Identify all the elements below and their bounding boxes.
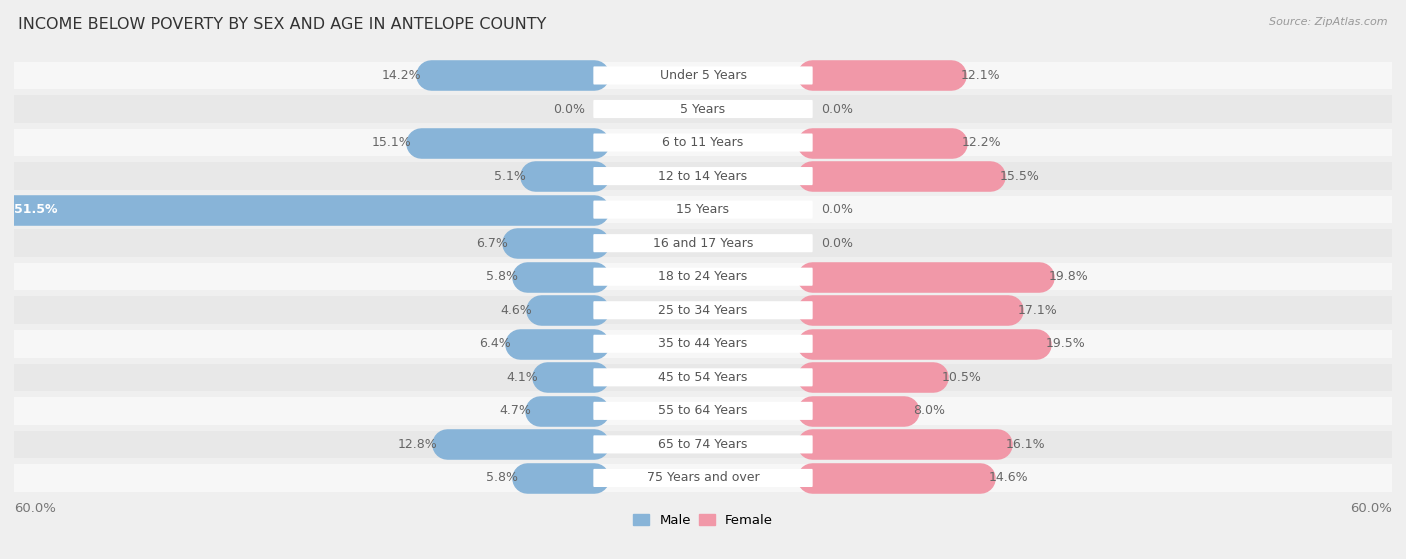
Text: 12.8%: 12.8%: [398, 438, 437, 451]
FancyBboxPatch shape: [593, 469, 813, 487]
Text: 55 to 64 Years: 55 to 64 Years: [658, 404, 748, 418]
FancyBboxPatch shape: [593, 134, 813, 151]
Text: 25 to 34 Years: 25 to 34 Years: [658, 304, 748, 317]
Text: 16 and 17 Years: 16 and 17 Years: [652, 236, 754, 250]
Text: 5.8%: 5.8%: [486, 270, 519, 283]
Text: 14.2%: 14.2%: [382, 69, 422, 82]
Text: 45 to 54 Years: 45 to 54 Years: [658, 371, 748, 384]
FancyBboxPatch shape: [593, 234, 813, 252]
Bar: [14, 95, 1392, 123]
Text: 19.8%: 19.8%: [1049, 270, 1088, 283]
FancyBboxPatch shape: [593, 100, 813, 118]
Bar: [14, 61, 1392, 89]
Text: 14.6%: 14.6%: [988, 471, 1029, 485]
Text: 5.1%: 5.1%: [495, 169, 526, 183]
Text: 0.0%: 0.0%: [821, 203, 853, 216]
FancyBboxPatch shape: [593, 435, 813, 453]
Text: 65 to 74 Years: 65 to 74 Years: [658, 438, 748, 451]
Text: 60.0%: 60.0%: [1350, 502, 1392, 515]
Text: 19.5%: 19.5%: [1045, 337, 1085, 350]
FancyBboxPatch shape: [593, 301, 813, 319]
Text: 5 Years: 5 Years: [681, 102, 725, 116]
Text: 6.7%: 6.7%: [475, 236, 508, 250]
Text: 6.4%: 6.4%: [479, 337, 512, 350]
Text: 5.8%: 5.8%: [486, 471, 519, 485]
Bar: [14, 330, 1392, 358]
Text: 16.1%: 16.1%: [1007, 438, 1046, 451]
Bar: [14, 397, 1392, 425]
FancyBboxPatch shape: [593, 167, 813, 185]
Text: 12.1%: 12.1%: [960, 69, 1000, 82]
Bar: [14, 296, 1392, 324]
FancyBboxPatch shape: [593, 67, 813, 84]
Bar: [14, 196, 1392, 224]
Text: 4.6%: 4.6%: [501, 304, 531, 317]
Text: 35 to 44 Years: 35 to 44 Years: [658, 337, 748, 350]
Text: 15.5%: 15.5%: [1000, 169, 1039, 183]
Text: 6 to 11 Years: 6 to 11 Years: [662, 136, 744, 149]
Text: 15 Years: 15 Years: [676, 203, 730, 216]
Text: 75 Years and over: 75 Years and over: [647, 471, 759, 485]
Text: 17.1%: 17.1%: [1018, 304, 1057, 317]
Text: 8.0%: 8.0%: [912, 404, 945, 418]
Text: 10.5%: 10.5%: [942, 371, 981, 384]
Text: 4.1%: 4.1%: [506, 371, 537, 384]
Text: 18 to 24 Years: 18 to 24 Years: [658, 270, 748, 283]
Text: 60.0%: 60.0%: [14, 502, 56, 515]
Text: 51.5%: 51.5%: [14, 203, 58, 216]
FancyBboxPatch shape: [593, 268, 813, 286]
Text: 0.0%: 0.0%: [553, 102, 585, 116]
Text: 0.0%: 0.0%: [821, 102, 853, 116]
Text: 0.0%: 0.0%: [821, 236, 853, 250]
Text: Under 5 Years: Under 5 Years: [659, 69, 747, 82]
Bar: [14, 430, 1392, 458]
Legend: Male, Female: Male, Female: [627, 509, 779, 533]
Text: 12 to 14 Years: 12 to 14 Years: [658, 169, 748, 183]
Text: INCOME BELOW POVERTY BY SEX AND AGE IN ANTELOPE COUNTY: INCOME BELOW POVERTY BY SEX AND AGE IN A…: [18, 17, 547, 32]
FancyBboxPatch shape: [593, 335, 813, 353]
Text: 15.1%: 15.1%: [371, 136, 412, 149]
Bar: [14, 162, 1392, 190]
Bar: [14, 129, 1392, 157]
Bar: [14, 464, 1392, 492]
FancyBboxPatch shape: [593, 201, 813, 219]
FancyBboxPatch shape: [593, 368, 813, 386]
Text: 12.2%: 12.2%: [962, 136, 1001, 149]
Text: Source: ZipAtlas.com: Source: ZipAtlas.com: [1270, 17, 1388, 27]
Bar: [14, 363, 1392, 391]
Bar: [14, 263, 1392, 291]
Text: 4.7%: 4.7%: [499, 404, 531, 418]
Bar: [14, 229, 1392, 257]
FancyBboxPatch shape: [593, 402, 813, 420]
